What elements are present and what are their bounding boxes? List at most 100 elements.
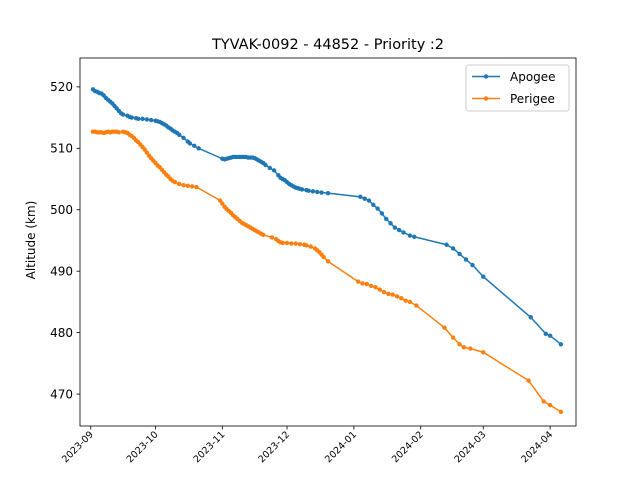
apogee-point [120,112,126,117]
perigee-point [325,259,331,264]
apogee-point [181,135,186,141]
perigee-point [399,296,404,301]
y-tick-label: 510 [50,142,73,156]
apogee-point [375,206,380,211]
apogee-point [362,196,367,201]
apogee-point [263,162,268,168]
perigee-point [468,346,473,351]
perigee-point [386,291,391,297]
perigee-point [289,241,294,246]
perigee-point [144,150,150,155]
perigee-point [381,289,387,295]
apogee-point [412,234,417,239]
apogee-point [371,202,376,208]
perigee-point [269,235,275,240]
apogee-point [187,141,193,146]
apogee-point [558,342,564,347]
perigee-point [308,244,313,249]
apogee-point [192,143,197,149]
perigee-point [394,294,400,299]
perigee-point [360,281,365,286]
perigee-point [293,241,298,246]
perigee-point [373,284,378,290]
perigee-point [558,409,564,415]
apogee-point [528,315,533,320]
y-tick-label: 470 [50,387,73,401]
perigee-point [481,350,486,355]
perigee-point [217,198,223,203]
perigee-point [172,179,178,185]
perigee-point [450,335,456,340]
apogee-point [388,221,393,226]
perigee-point [284,240,290,246]
apogee-point [470,262,475,268]
apogee-point [136,116,141,122]
apogee-point [444,242,449,247]
legend-perigee-marker [483,96,489,101]
y-tick-label: 480 [50,326,73,340]
y-axis-label: Altitude (km) [24,201,38,280]
apogee-point [396,227,402,233]
apogee-point [148,117,154,123]
apogee-point [129,115,134,120]
perigee-point [526,378,531,383]
apogee-point [196,146,201,151]
apogee-point [543,331,549,337]
perigee-point [189,184,195,189]
perigee-point [297,241,303,247]
perigee-point [142,147,147,152]
perigee-point [185,183,191,188]
perigee-point [194,184,199,190]
apogee-point [392,225,398,230]
legend-apogee-marker [483,74,489,79]
apogee-point [379,211,385,216]
apogee-point [325,190,331,196]
apogee-point [144,117,150,122]
perigee-point [280,240,285,246]
perigee-point [457,342,462,347]
perigee-point [364,281,370,287]
apogee-point [319,190,324,195]
apogee-point [401,230,406,235]
apogee-point [407,233,413,238]
apogee-point [267,165,272,171]
perigee-point [321,254,326,260]
apogee-point [306,188,311,193]
perigee-point [304,243,309,248]
apogee-point [366,198,372,203]
y-tick-label: 490 [50,264,73,278]
apogee-point [358,194,363,200]
y-tick-label: 500 [50,203,73,217]
apogee-point [384,216,389,222]
legend-apogee-label: Apogee [510,70,556,84]
perigee-point [541,399,546,404]
perigee-point [377,287,382,292]
apogee-point [547,333,553,338]
perigee-point [261,232,266,238]
perigee-point [181,182,186,188]
apogee-point [481,274,486,279]
perigee-point [442,325,447,330]
apogee-point [450,246,456,251]
perigee-point [368,283,374,289]
apogee-point [299,187,305,192]
perigee-point [403,298,408,303]
perigee-point [220,201,225,206]
perigee-point [407,299,413,305]
perigee-point [355,279,361,284]
y-tick-label: 520 [50,80,73,94]
perigee-point [461,345,467,350]
apogee-point [271,168,277,173]
chart-title: TYVAK-0092 - 44852 - Priority :2 [211,37,444,53]
apogee-point [457,251,462,257]
perigee-point [414,303,419,308]
perigee-point [547,402,553,408]
perigee-point [390,292,395,297]
legend-perigee-label: Perigee [510,92,555,106]
apogee-point [310,189,316,194]
apogee-point [140,116,145,122]
apogee-point [463,257,469,262]
perigee-point [177,181,182,187]
apogee-point [315,189,320,195]
